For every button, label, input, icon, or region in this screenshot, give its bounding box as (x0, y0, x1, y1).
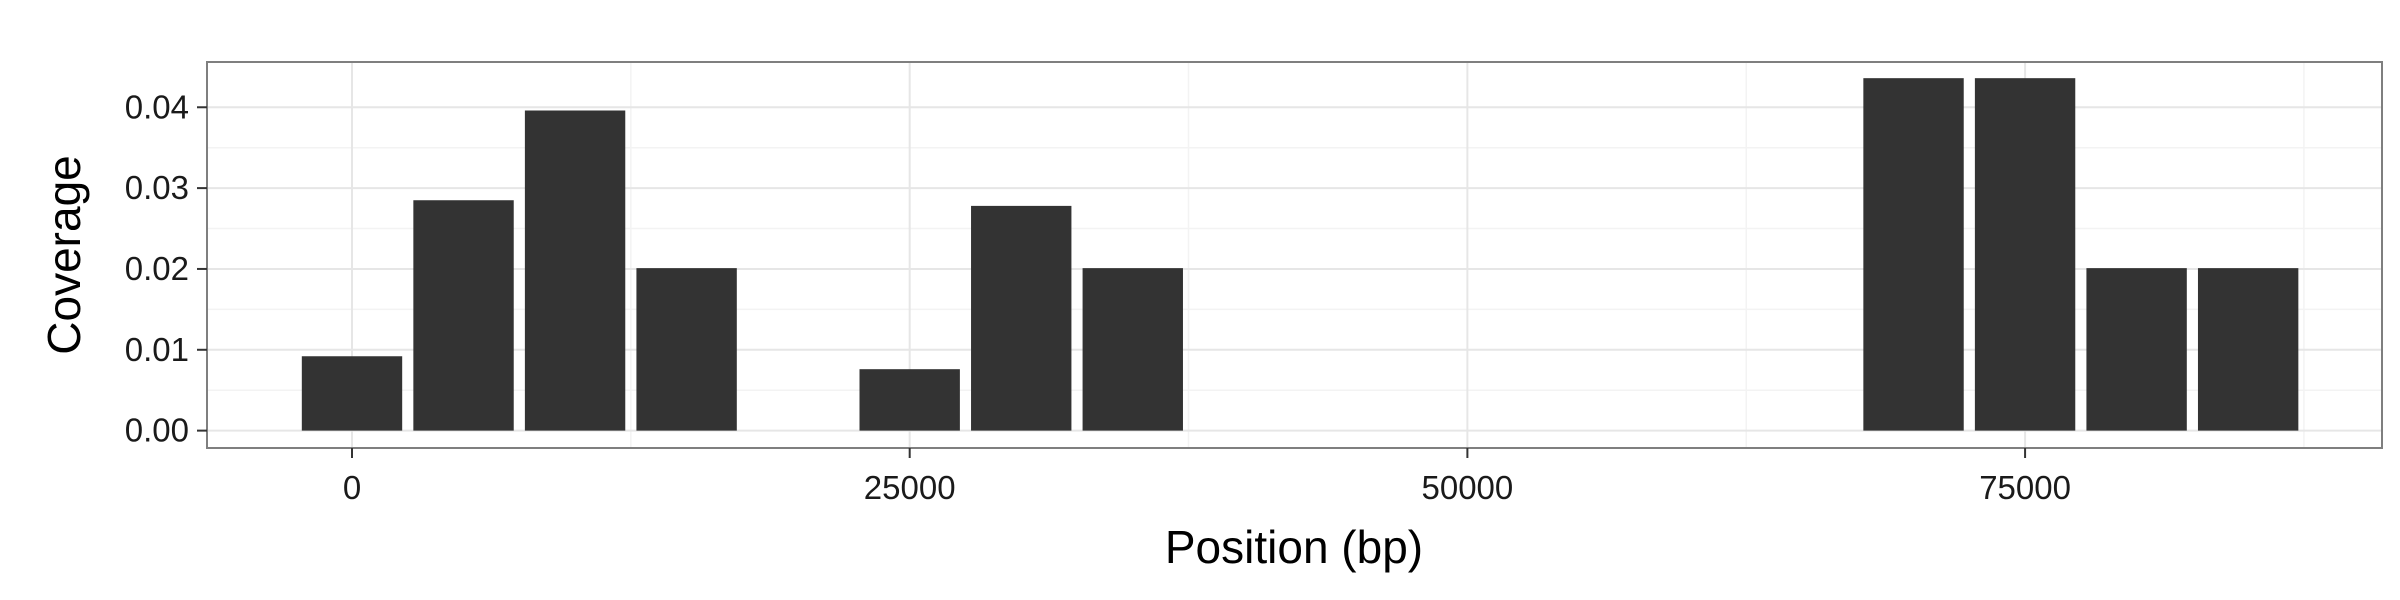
bar-0 (301, 356, 403, 431)
bar-7 (1863, 78, 1964, 431)
y-axis-ticks: 0.00 0.01 0.02 0.03 0.04 (125, 88, 207, 449)
y-tick-label: 0.03 (125, 169, 189, 206)
bar-2 (524, 110, 626, 431)
bar-3 (636, 268, 737, 431)
bar-8 (1974, 78, 2076, 431)
plot-border (206, 61, 2383, 449)
x-tick-label: 50000 (1422, 469, 1514, 506)
y-axis-title: Coverage (38, 155, 90, 354)
bar-9 (2086, 268, 2187, 431)
bar-10 (2197, 268, 2299, 431)
y-tick-label: 0.00 (125, 412, 189, 449)
x-tick-label: 75000 (1979, 469, 2071, 506)
x-tick-label: 25000 (864, 469, 956, 506)
bar-6 (1082, 268, 1183, 431)
bar-1 (413, 200, 514, 431)
x-axis-ticks: 0 25000 50000 75000 (343, 448, 2071, 506)
y-tick-label: 0.04 (125, 88, 189, 125)
y-tick-label: 0.02 (125, 250, 189, 287)
x-tick-label: 0 (343, 469, 361, 506)
bar-4 (859, 369, 960, 431)
x-axis-title: Position (bp) (1165, 521, 1423, 573)
y-tick-label: 0.01 (125, 331, 189, 368)
bars (301, 78, 2299, 431)
bar-5 (971, 205, 1072, 431)
